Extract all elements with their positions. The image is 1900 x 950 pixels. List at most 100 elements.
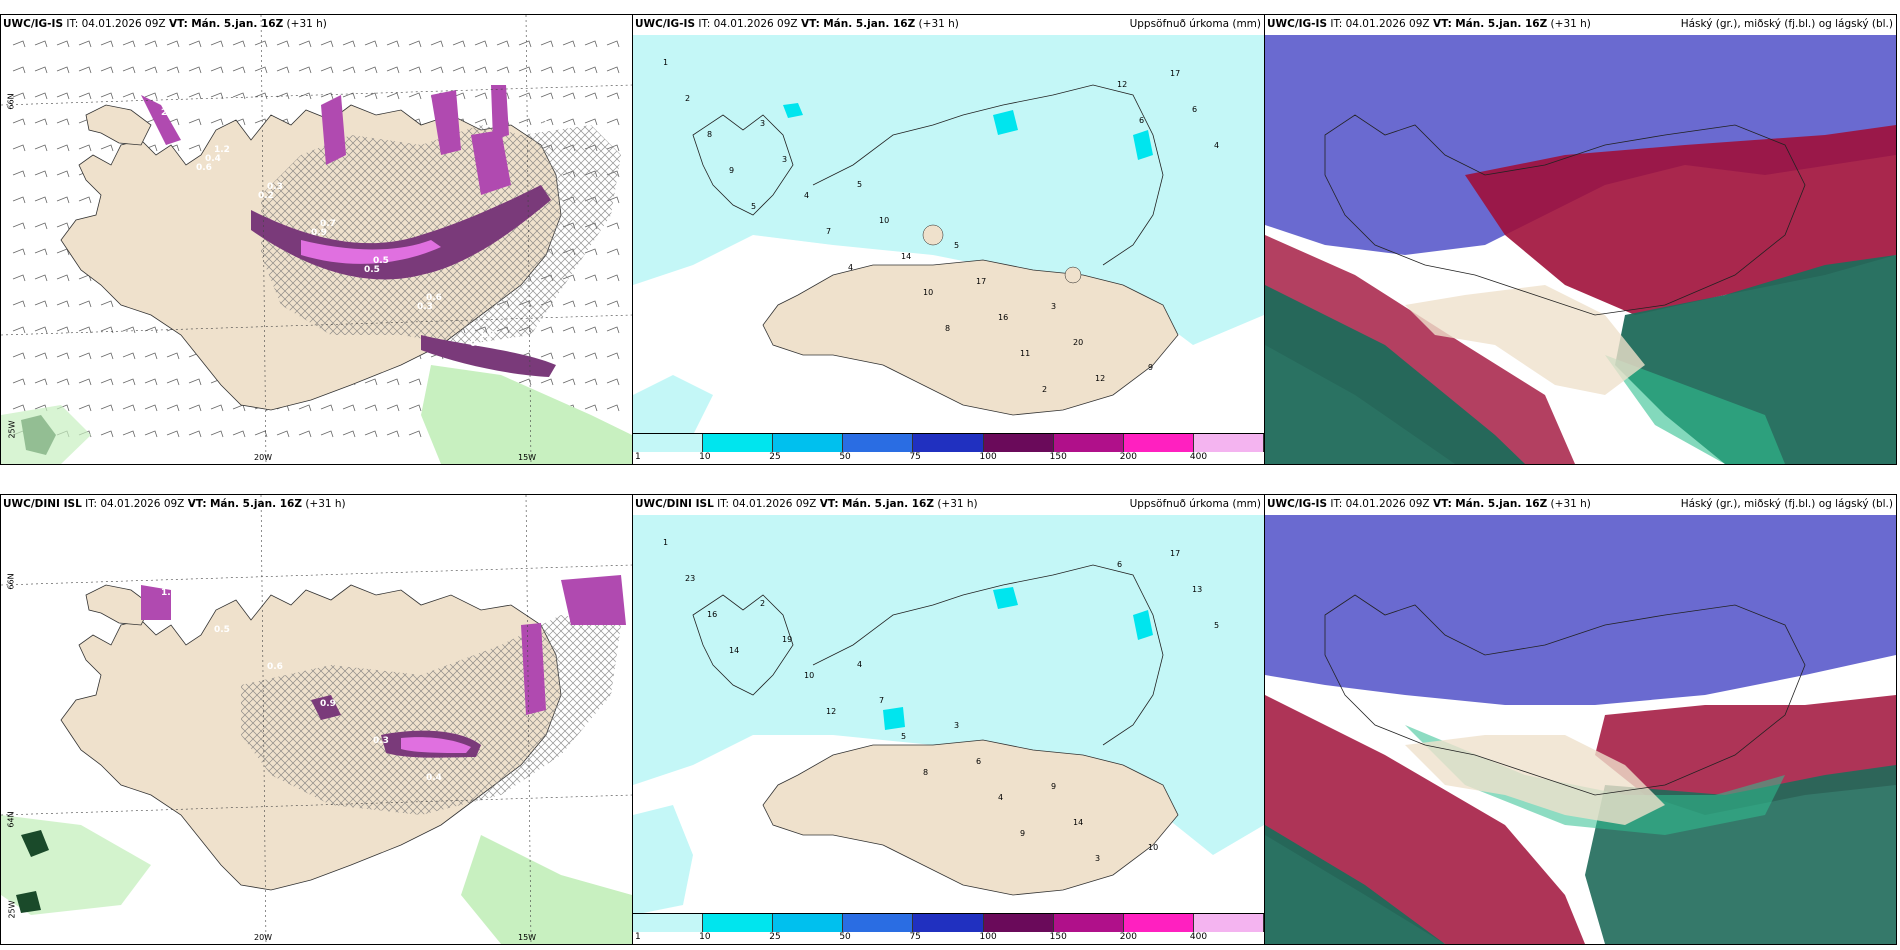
wx-value-label: 0.2: [479, 810, 495, 820]
precip-value-label: 1: [663, 58, 668, 67]
legend-swatch: [1193, 914, 1264, 932]
legend-tick-label: 50: [839, 452, 851, 462]
wx-value-label: 0.3: [417, 302, 433, 312]
panel-title: Háský (gr.), miðský (fj.bl.) og lágský (…: [1680, 18, 1893, 30]
precip-value-label: 3: [954, 721, 959, 730]
precip-value-label: 16: [707, 610, 717, 619]
lon-label: 25W: [7, 900, 17, 919]
cloud-panel-bottom: UWC/IG-IS IT: 04.01.2026 09Z VT: Mán. 5.…: [1264, 494, 1897, 945]
panel-title: Háský (gr.), miðský (fj.bl.) og lágský (…: [1680, 498, 1893, 510]
precip-value-label: 4: [998, 793, 1003, 802]
precip-value-label: 1: [663, 538, 668, 547]
precip-value-label: 10: [923, 288, 933, 297]
legend-tick-label: 1: [635, 452, 641, 462]
legend-swatch: [913, 434, 984, 452]
panel-title: Uppsöfnuð úrkoma (mm): [1129, 18, 1261, 30]
precip-value-label: 6: [1117, 560, 1122, 569]
panel-header: UWC/IG-IS IT: 04.01.2026 09Z VT: Mán. 5.…: [1267, 18, 1591, 30]
wx-value-label: 0.3: [532, 117, 548, 127]
precip-value-label: 8: [923, 768, 928, 777]
precip-value-label: 12: [1117, 80, 1127, 89]
precip-value-label: 4: [848, 263, 853, 272]
precip-value-label: 17: [1170, 69, 1180, 78]
panel-header: UWC/IG-IS IT: 04.01.2026 09Z VT: Mán. 5.…: [635, 18, 959, 30]
legend-swatch: [843, 434, 914, 452]
precip-value-label: 6: [1139, 116, 1144, 125]
legend-tick-label: 150: [1049, 452, 1067, 462]
legend-tick-label: 10: [699, 452, 711, 462]
precip-legend-ticks: 1 10 25 50 75 100 150 200 400: [633, 452, 1264, 464]
legend-swatch: [703, 434, 774, 452]
wx-value-label: 1.2: [214, 145, 230, 155]
precip-value-label: 13: [1192, 585, 1202, 594]
precip-panel-top: 1 3 5 5 3 9 2 3 10 17 20 17 8 4 14 16 12 6 9 7 10 11 12 4 5 4 8 2 6 …: [632, 14, 1265, 465]
legend-swatch: [1053, 914, 1124, 932]
precip-value-label: 3: [782, 155, 787, 164]
precip-value-label: 12: [826, 707, 836, 716]
precip-value-label: 11: [1020, 349, 1030, 358]
legend-tick-label: 50: [839, 932, 851, 942]
lon-label: 25W: [7, 420, 17, 439]
wx-value-label: 0.6: [196, 163, 212, 173]
precip-value-label: 9: [1020, 829, 1025, 838]
precip-value-label: 19: [782, 635, 792, 644]
panel-header: UWC/IG-IS IT: 04.01.2026 09Z VT: Mán. 5.…: [1267, 498, 1591, 510]
legend-tick-label: 200: [1119, 932, 1137, 942]
precip-legend: [633, 913, 1264, 932]
wx-panel-bottom: 1.1 0.5 0.6 0.9 0.3 0.4 0.2 UWC/DINI ISL IT: 0…: [0, 494, 633, 945]
wx-value-label: 0.6: [426, 293, 442, 303]
precip-value-label: 9: [1148, 363, 1153, 372]
precip-value-label: 14: [901, 252, 911, 261]
legend-swatch: [633, 434, 704, 452]
panel-title: Uppsöfnuð úrkoma (mm): [1129, 498, 1261, 510]
precip-value-label: 16: [998, 313, 1008, 322]
precip-value-label: 8: [945, 324, 950, 333]
precip-value-label: 6: [1192, 105, 1197, 114]
wx-value-label: 1.1: [161, 588, 177, 598]
legend-tick-label: 75: [909, 452, 921, 462]
precip-value-label: 6: [976, 757, 981, 766]
wx-map-top: 2.01.20.30.70.50.61.00.30.40.20.90.50.30…: [1, 15, 632, 464]
lon-label: 20W: [254, 453, 273, 462]
precip-map-top: 1 3 5 5 3 9 2 3 10 17 20 17 8 4 14 16 12 6 9 7 10 11 12 4 5 4 8 2 6: [633, 15, 1264, 464]
wx-value-label: 0.6: [267, 662, 283, 672]
legend-tick-label: 100: [979, 452, 997, 462]
precip-value-label: 5: [751, 202, 756, 211]
wx-value-label: 0.5: [364, 265, 380, 275]
precip-value-label: 4: [1214, 141, 1219, 150]
wx-value-label: 0.4: [205, 154, 221, 164]
precip-value-label: 23: [685, 574, 695, 583]
legend-tick-label: 10: [699, 932, 711, 942]
panel-header: UWC/IG-IS IT: 04.01.2026 09Z VT: Mán. 5.…: [3, 18, 327, 30]
precip-value-label: 3: [760, 119, 765, 128]
precip-value-label: 2: [685, 94, 690, 103]
legend-swatch: [633, 914, 704, 932]
precip-legend-ticks: 1 10 25 50 75 100 150 200 400: [633, 932, 1264, 944]
wx-value-label: 2.0: [161, 108, 177, 118]
precip-value-label: 7: [879, 696, 884, 705]
precip-legend: [633, 433, 1264, 452]
precip-value-label: 20: [1073, 338, 1083, 347]
wx-value-label: 0.2: [258, 191, 274, 201]
legend-swatch: [983, 914, 1054, 932]
lat-label: 64N: [6, 811, 16, 828]
precip-value-label: 5: [857, 180, 862, 189]
legend-swatch: [1053, 434, 1124, 452]
lon-label: 20W: [254, 933, 273, 942]
precip-value-label: 17: [1170, 549, 1180, 558]
precip-value-label: 7: [826, 227, 831, 236]
lon-label: 15W: [518, 933, 537, 942]
precip-value-label: 14: [729, 646, 739, 655]
legend-tick-label: 75: [909, 932, 921, 942]
precip-value-label: 3: [1095, 854, 1100, 863]
legend-tick-label: 25: [769, 452, 781, 462]
precip-value-label: 5: [1214, 621, 1219, 630]
precip-value-label: 10: [1148, 843, 1158, 852]
precip-value-label: 3: [1051, 302, 1056, 311]
wx-value-label: 0.5: [214, 625, 230, 635]
precip-value-label: 5: [954, 241, 959, 250]
legend-tick-label: 25: [769, 932, 781, 942]
legend-tick-label: 150: [1049, 932, 1067, 942]
precip-value-label: 5: [901, 732, 906, 741]
